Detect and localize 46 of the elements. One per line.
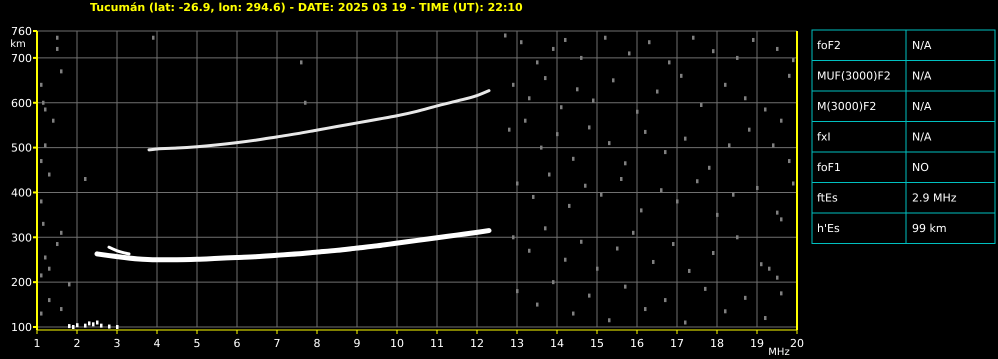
y-tick-label: 600 [11, 96, 32, 110]
x-tick-label: 3 [114, 337, 120, 350]
x-tick-label: 7 [274, 337, 280, 350]
text: 2.9 MHz [912, 192, 957, 204]
category-label: fxI [817, 130, 831, 144]
y-tick-label: 400 [11, 186, 32, 200]
x-tick-label: 4 [154, 337, 160, 350]
x-tick-label: 13 [510, 337, 524, 350]
x-tick-label: 18 [710, 337, 724, 350]
y-tick-label: 700 [11, 52, 32, 65]
text: N/A [912, 100, 932, 113]
x-tick-label: 15 [590, 337, 604, 350]
text: N/A [912, 70, 932, 82]
line-series [148, 89, 490, 152]
x-tick-label: 8 [314, 337, 320, 350]
x-tick-label: 20 [790, 337, 804, 350]
x-tick-label: 2 [74, 337, 80, 350]
text: NO [912, 161, 929, 174]
text: 99 km [912, 222, 947, 235]
x-tick-label: 6 [234, 337, 240, 350]
x-tick-label: 17 [670, 337, 684, 350]
category-label: MUF(3000)F2 [817, 70, 891, 82]
category-label: foF2 [817, 39, 841, 52]
text: N/A [912, 39, 932, 52]
x-tick-label: 9 [354, 337, 360, 350]
category-label: M(3000)F2 [817, 100, 876, 113]
x-tick-label: 1 [34, 337, 40, 350]
category-label: h'Es [817, 222, 840, 235]
x-tick-label: 11 [430, 337, 444, 350]
x-tick-label: 19 [750, 337, 764, 350]
category-label: ftEs [817, 192, 838, 204]
y-tick-label: 200 [11, 276, 32, 290]
y-tick-label: 300 [11, 231, 32, 244]
x-tick-label: 12 [470, 337, 484, 350]
x-tick-label: 10 [390, 337, 404, 350]
y-axis-title: km [10, 39, 26, 50]
x-tick-label: 5 [194, 337, 200, 350]
x-tick-label: 16 [630, 337, 644, 350]
y-tick-label: 500 [11, 142, 32, 155]
chart-title: Tucumán (lat: -26.9, lon: 294.6) - DATE: 2025 03 19 - TIME (UT): 22:10 [90, 1, 523, 14]
text: N/A [912, 130, 932, 144]
x-axis-title: MHz [768, 347, 790, 358]
y-tick-label: 100 [11, 321, 32, 334]
x-tick-label: 14 [550, 337, 564, 350]
y-tick-label: 760 [11, 25, 32, 38]
category-label: foF1 [817, 161, 841, 174]
